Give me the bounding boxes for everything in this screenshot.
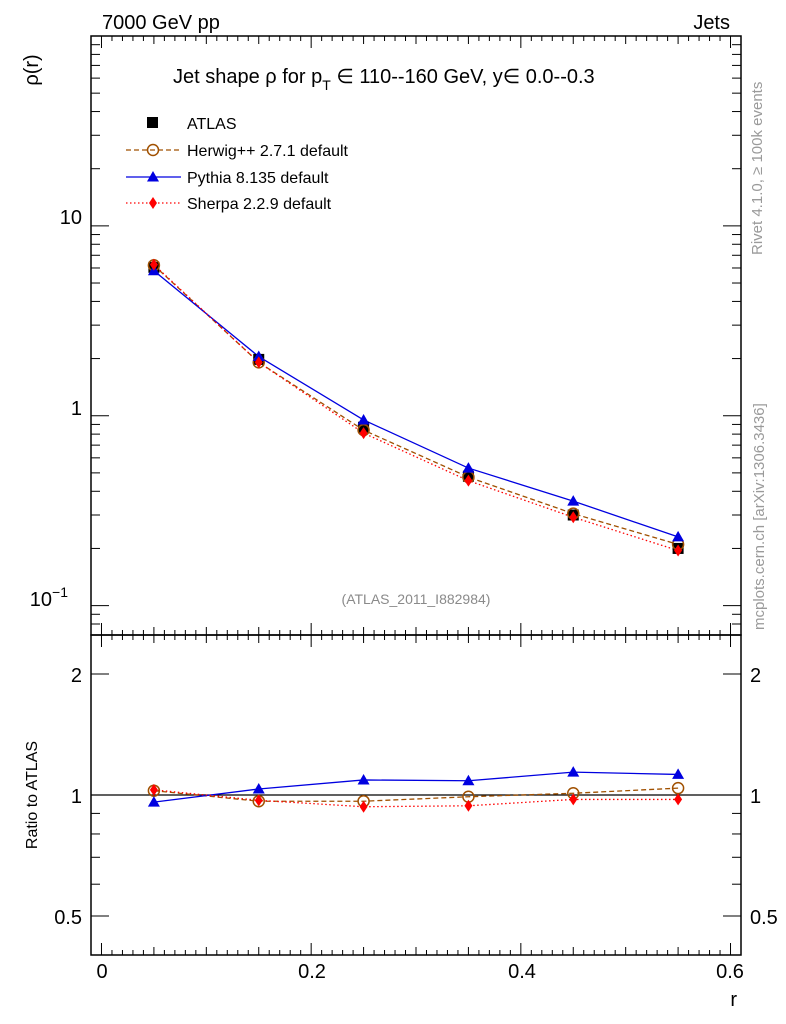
data-marks bbox=[91, 258, 741, 813]
ratio-point-sherpa-2-2-9-default bbox=[569, 793, 578, 806]
legend: ATLAS Herwig++ 2.7.1 default Pythia 8.13… bbox=[126, 116, 349, 213]
mcplots-label: mcplots.cern.ch [arXiv:1306.3436] bbox=[751, 403, 768, 630]
axis-ticks bbox=[91, 35, 741, 956]
ratio-point-sherpa-2-2-9-default bbox=[464, 799, 473, 812]
header-left: 7000 GeV pp bbox=[102, 12, 220, 34]
main-y-axis-label: ρ(r) bbox=[21, 54, 43, 85]
legend-label-pythia: Pythia 8.135 default bbox=[187, 170, 329, 187]
main-point-sherpa-2-2-9-default bbox=[149, 258, 158, 271]
title-part-a: Jet shape ρ for p bbox=[173, 66, 322, 88]
ratio-ytick-label-0.5-right: 0.5 bbox=[750, 907, 778, 929]
ratio-y-axis-label: Ratio to ATLAS bbox=[24, 741, 41, 849]
xtick-label-0: 0 bbox=[96, 961, 107, 983]
legend-marker-herwig bbox=[146, 143, 160, 157]
legend-marker-atlas bbox=[147, 117, 158, 128]
main-point-pythia-8-135-default bbox=[252, 350, 265, 362]
plot-title: Jet shape ρ for pT ∈ 110--160 GeV, y∈ 0.… bbox=[173, 66, 595, 93]
main-point-pythia-8-135-default bbox=[462, 462, 475, 473]
ratio-ytick-label-1-left: 1 bbox=[71, 786, 82, 808]
ratio-point-sherpa-2-2-9-default bbox=[149, 783, 158, 796]
main-point-sherpa-2-2-9-default bbox=[254, 356, 263, 369]
analysis-tag: (ATLAS_2011_I882984) bbox=[342, 591, 491, 607]
ratio-point-sherpa-2-2-9-default bbox=[359, 800, 368, 813]
ratio-ytick-label-0.5-left: 0.5 bbox=[54, 907, 82, 929]
ratio-ytick-label-2-right: 2 bbox=[750, 665, 761, 687]
ratio-line-pythia-8-135-default bbox=[153, 771, 679, 803]
title-part-b: ∈ 110--160 GeV, y∈ 0.0--0.3 bbox=[331, 66, 595, 88]
ratio-point-pythia-8-135-default bbox=[462, 774, 475, 786]
ratio-ytick-label-1-right: 1 bbox=[750, 786, 761, 808]
main-ytick-label-10: 10 bbox=[60, 207, 82, 229]
header-right: Jets bbox=[693, 12, 730, 34]
ratio-point-sherpa-2-2-9-default bbox=[254, 794, 263, 807]
ratio-point-pythia-8-135-default bbox=[147, 796, 160, 807]
legend-label-atlas: ATLAS bbox=[187, 116, 237, 133]
main-ytick-label-0.1-base: 10 bbox=[30, 589, 52, 611]
legend-marker-pythia bbox=[147, 171, 159, 182]
legend-marker-sherpa bbox=[149, 197, 157, 209]
legend-label-sherpa: Sherpa 2.2.9 default bbox=[187, 196, 332, 213]
ratio-ytick-label-2-left: 2 bbox=[71, 665, 82, 687]
main-line-herwig-2-7-1-default bbox=[153, 264, 679, 546]
main-point-sherpa-2-2-9-default bbox=[569, 511, 578, 524]
main-point-pythia-8-135-default bbox=[567, 495, 580, 506]
main-ytick-label-1: 1 bbox=[71, 398, 82, 420]
main-point-sherpa-2-2-9-default bbox=[359, 427, 368, 440]
ratio-point-sherpa-2-2-9-default bbox=[674, 793, 683, 806]
main-point-sherpa-2-2-9-default bbox=[464, 474, 473, 487]
main-point-pythia-8-135-default bbox=[357, 413, 370, 425]
xtick-label-0.2: 0.2 bbox=[298, 961, 326, 983]
ratio-point-pythia-8-135-default bbox=[357, 773, 370, 785]
main-ytick-label-0.1-exp: −1 bbox=[52, 584, 68, 600]
xtick-label-0.4: 0.4 bbox=[508, 961, 536, 983]
x-axis-label: r bbox=[730, 989, 737, 1011]
legend-label-herwig: Herwig++ 2.7.1 default bbox=[187, 143, 349, 160]
main-line-pythia-8-135-default bbox=[153, 270, 679, 538]
main-ytick-label-0.1: 10−1 bbox=[30, 584, 68, 611]
main-line-sherpa-2-2-9-default bbox=[153, 264, 679, 552]
ratio-point-pythia-8-135-default bbox=[672, 768, 685, 779]
ratio-point-pythia-8-135-default bbox=[252, 782, 265, 794]
ratio-point-pythia-8-135-default bbox=[567, 766, 580, 777]
main-point-sherpa-2-2-9-default bbox=[674, 544, 683, 557]
rivet-version-label: Rivet 4.1.0, ≥ 100k events bbox=[749, 82, 766, 255]
xtick-label-0.6: 0.6 bbox=[716, 961, 744, 983]
title-subscript: T bbox=[322, 77, 331, 93]
main-point-pythia-8-135-default bbox=[672, 530, 685, 542]
